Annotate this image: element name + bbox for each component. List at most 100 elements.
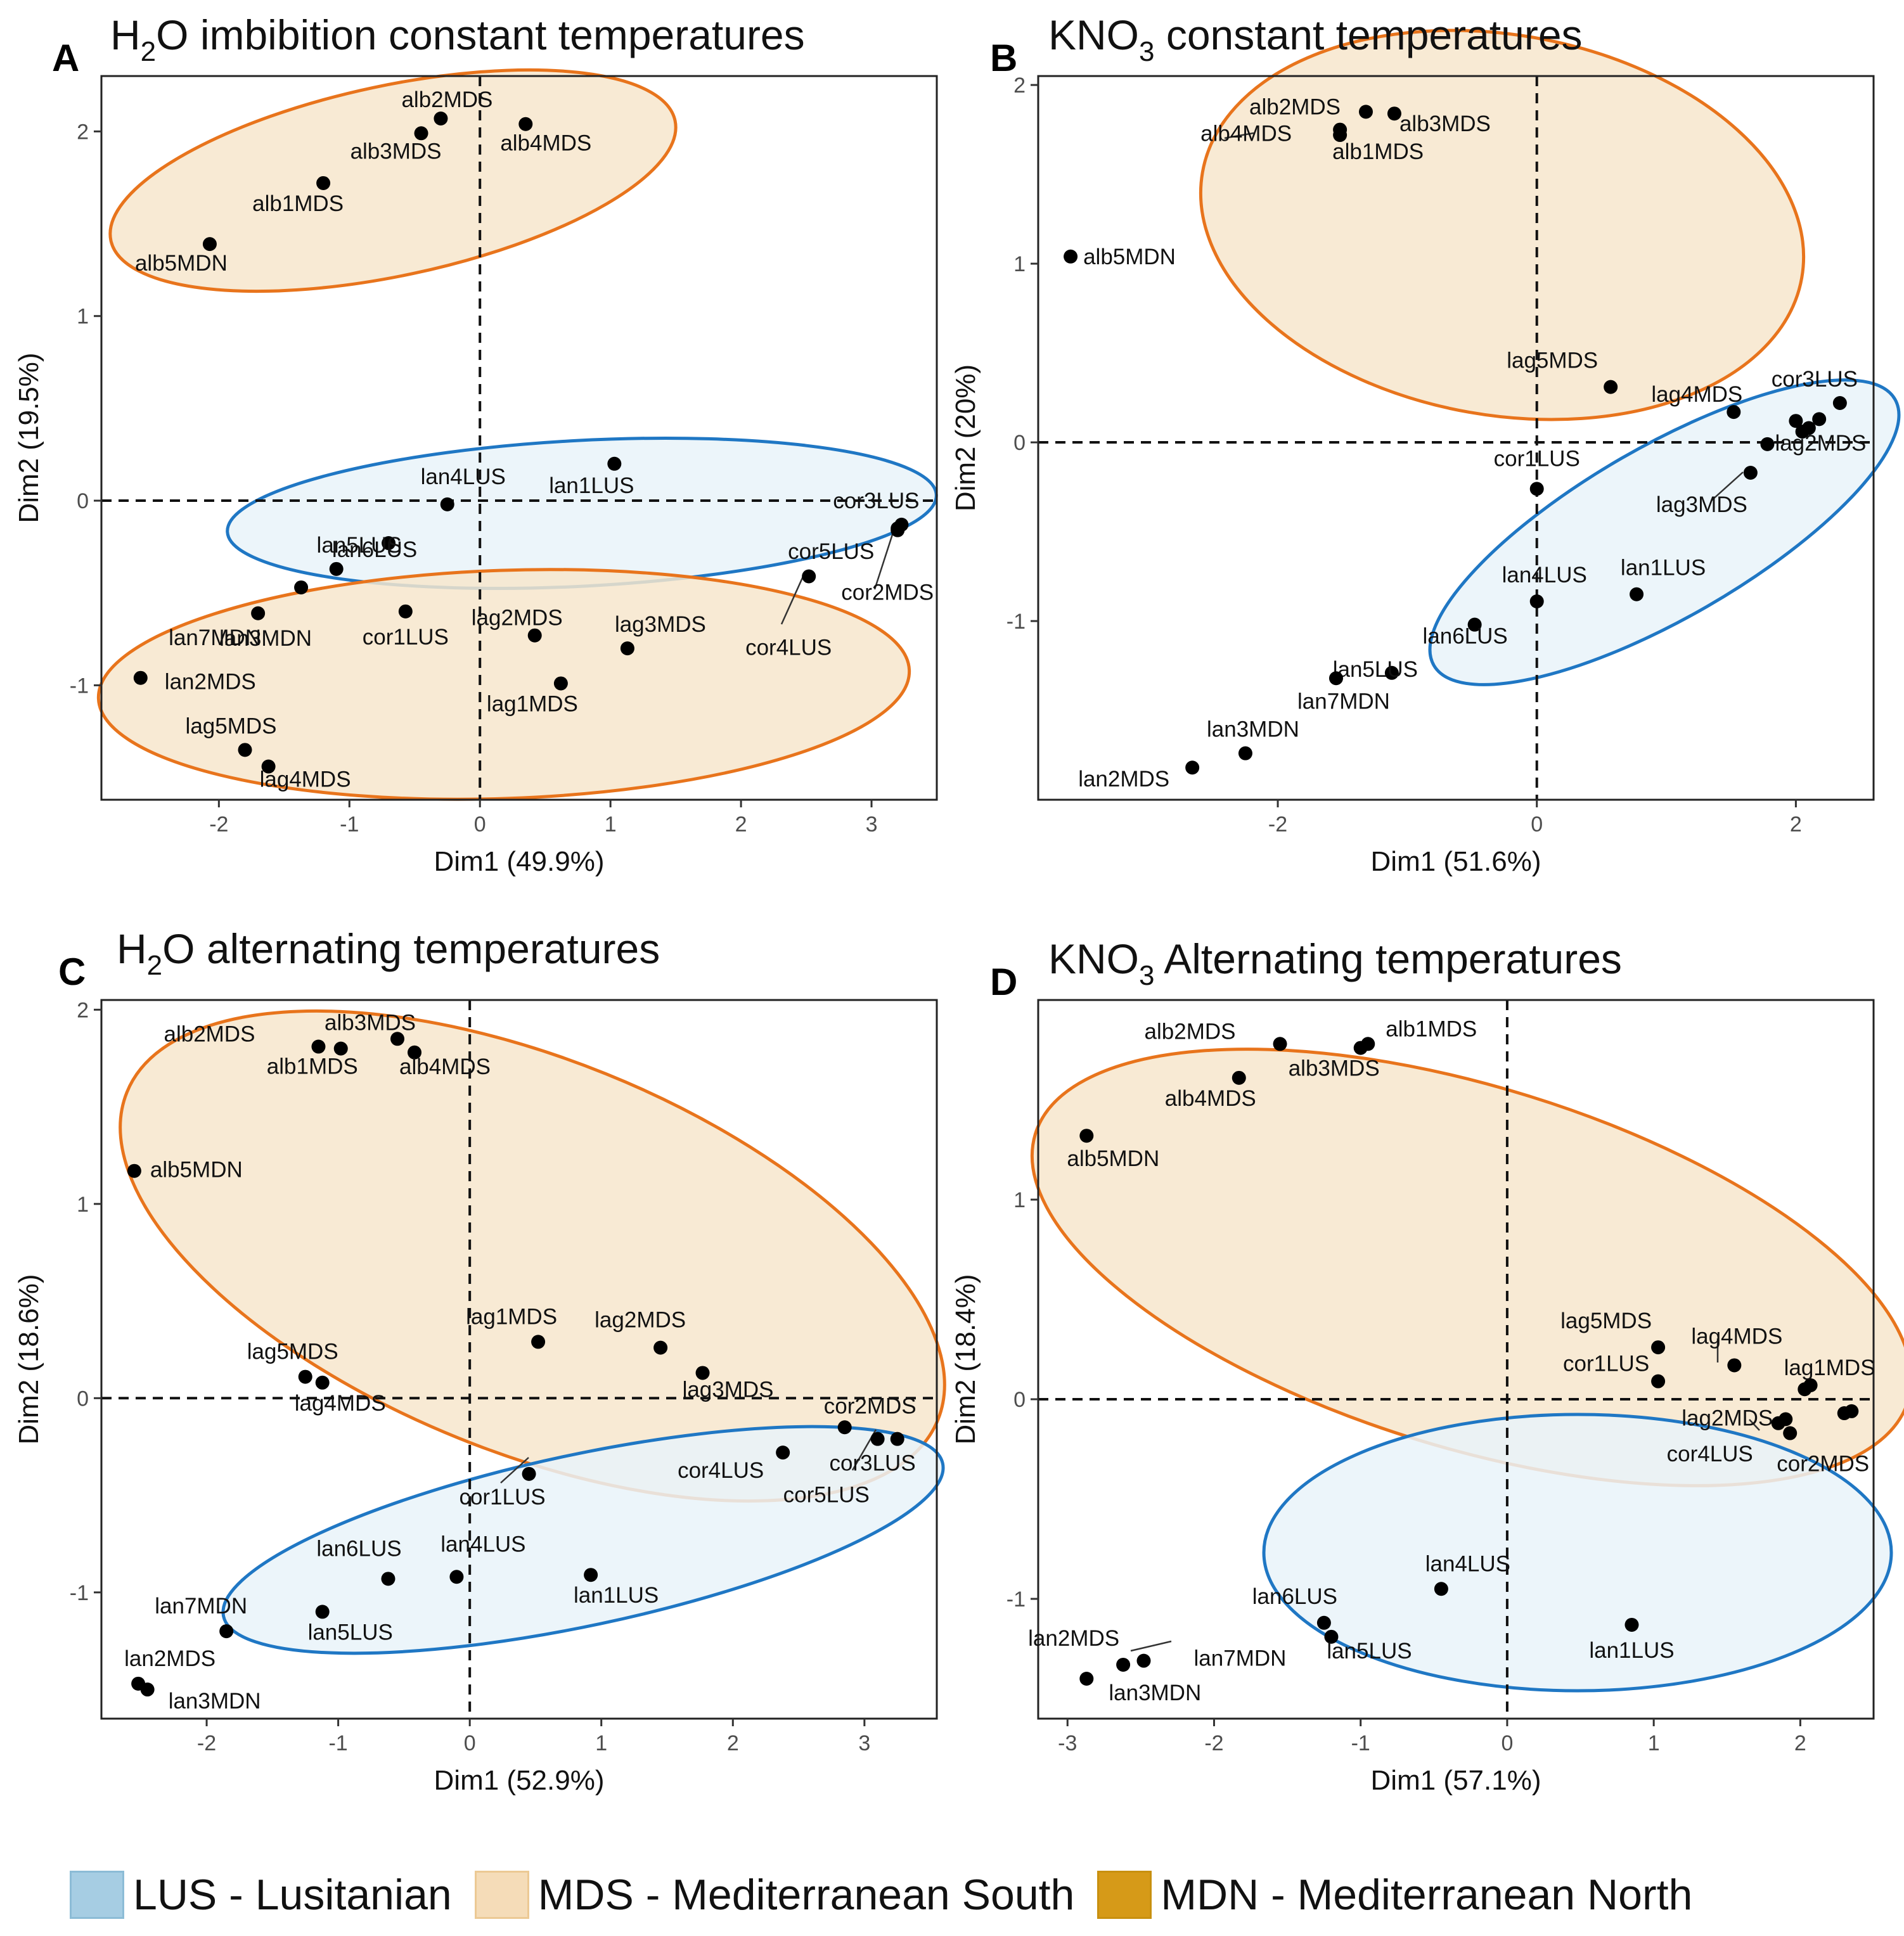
point-cor3LUS	[870, 1432, 885, 1446]
legend-item-lus: LUS - Lusitanian	[70, 1870, 452, 1920]
point-label-lag3MDS: lag3MDS	[1656, 492, 1747, 517]
point-lan2MDS	[1116, 1657, 1131, 1672]
panel-letter: B	[990, 37, 1017, 79]
point-cor5LUS	[890, 1432, 904, 1446]
x-tick-label: 0	[464, 1731, 476, 1755]
legend-swatch-mdn	[1097, 1871, 1152, 1919]
point-label-alb3MDS: alb3MDS	[325, 1010, 416, 1035]
confidence-ellipse-mds	[96, 568, 911, 801]
point-label-lag1MDS: lag1MDS	[487, 691, 578, 716]
point-label-alb5MDN: alb5MDN	[1083, 245, 1176, 269]
point-label-cor3LUS: cor3LUS	[830, 1451, 916, 1476]
x-tick-label: 3	[866, 812, 878, 837]
point-cor4LUS	[776, 1446, 790, 1460]
point-label-lan2MDS: lan2MDS	[124, 1646, 215, 1671]
point-lan6LUS	[1467, 617, 1482, 632]
point-cor5LUS	[1812, 412, 1827, 426]
point-alb3MDS	[1353, 1041, 1368, 1055]
y-axis-label: Dim2 (18.6%)	[13, 1274, 44, 1445]
point-lag3MDS	[620, 641, 634, 656]
point-lag3MDS	[1743, 465, 1758, 480]
x-tick-label: -2	[197, 1731, 216, 1755]
confidence-ellipse-lus	[221, 1425, 945, 1655]
point-lan3MDN	[140, 1683, 155, 1697]
point-label-lan7MDN: lan7MDN	[1297, 689, 1390, 714]
point-cor3LUS	[1798, 1382, 1812, 1397]
x-axis-label: Dim1 (52.9%)	[434, 1765, 605, 1796]
point-label-cor3LUS: cor3LUS	[1772, 367, 1858, 392]
point-label-alb5MDN: alb5MDN	[135, 251, 228, 276]
point-label-alb1MDS: alb1MDS	[267, 1055, 358, 1079]
y-axis-label: Dim2 (19.5%)	[13, 353, 44, 523]
point-label-alb4MDS: alb4MDS	[1200, 122, 1292, 146]
point-alb2MDS	[434, 112, 448, 126]
y-tick-label: 0	[1013, 431, 1026, 455]
plot-frame	[1037, 999, 1875, 1720]
legend-label-mds: MDS - Mediterranean South	[537, 1871, 1075, 1919]
point-lag2MDS	[653, 1340, 668, 1355]
point-alb3MDS	[414, 126, 428, 141]
point-label-cor1LUS: cor1LUS	[1494, 446, 1580, 471]
point-lag3MDS	[695, 1366, 710, 1380]
point-cor1LUS	[1651, 1374, 1666, 1388]
point-label-lag3MDS: lag3MDS	[683, 1377, 774, 1402]
point-label-lan1LUS: lan1LUS	[1589, 1638, 1674, 1663]
point-label-lag2MDS: lag2MDS	[1682, 1406, 1773, 1431]
y-tick-label: 2	[77, 998, 89, 1022]
point-label-alb3MDS: alb3MDS	[1289, 1056, 1380, 1081]
point-label-cor2MDS: cor2MDS	[824, 1394, 917, 1418]
point-lag5MDS	[238, 743, 252, 757]
point-lan1LUS	[584, 1568, 598, 1582]
y-axis-label: Dim2 (20%)	[950, 364, 981, 511]
point-lan7MDN	[219, 1624, 234, 1639]
legend-item-mds: MDS - Mediterranean South	[474, 1870, 1075, 1920]
point-label-alb1MDS: alb1MDS	[252, 191, 344, 216]
y-tick-label: -1	[1007, 610, 1026, 634]
x-tick-label: 2	[735, 812, 747, 837]
point-lan3MDN	[1079, 1672, 1094, 1686]
point-label-lan1LUS: lan1LUS	[1621, 556, 1706, 580]
point-label-cor1LUS: cor1LUS	[459, 1485, 545, 1510]
point-label-lan3MDN: lan3MDN	[1207, 717, 1299, 742]
point-lan2MDS	[1185, 760, 1200, 775]
point-label-cor5LUS: cor5LUS	[788, 539, 874, 564]
x-tick-label: 0	[474, 812, 486, 837]
confidence-ellipse-mds	[1199, 29, 1806, 421]
point-alb2MDS	[311, 1039, 326, 1054]
point-label-cor2MDS: cor2MDS	[1777, 1452, 1869, 1477]
point-label-cor4LUS: cor4LUS	[745, 635, 832, 660]
x-tick-label: -3	[1058, 1731, 1077, 1755]
y-tick-label: 0	[1013, 1388, 1026, 1412]
point-lan4LUS	[1529, 594, 1544, 609]
point-label-lan2MDS: lan2MDS	[1028, 1626, 1119, 1651]
point-cor4LUS	[1771, 1416, 1785, 1430]
point-lan6LUS	[381, 1572, 396, 1586]
point-label-lag4MDS: lag4MDS	[1691, 1324, 1782, 1349]
point-cor3LUS	[1832, 396, 1847, 411]
point-label-alb2MDS: alb2MDS	[164, 1022, 255, 1047]
point-label-alb2MDS: alb2MDS	[1249, 94, 1341, 119]
point-label-lan6LUS: lan6LUS	[1252, 1584, 1337, 1609]
point-alb1MDS	[1333, 128, 1348, 143]
y-tick-label: 1	[1013, 252, 1026, 276]
point-lag4MDS	[261, 759, 276, 774]
point-lan1LUS	[607, 456, 622, 471]
label-leader-line	[873, 524, 897, 590]
point-label-lag5MDS: lag5MDS	[247, 1340, 338, 1364]
point-lan6LUS	[1316, 1615, 1331, 1630]
point-label-cor4LUS: cor4LUS	[1667, 1442, 1753, 1466]
point-lan3MDN	[294, 580, 309, 594]
point-cor2MDS	[1789, 414, 1803, 428]
label-leader-line	[780, 572, 806, 625]
point-label-alb2MDS: alb2MDS	[401, 87, 492, 112]
point-label-alb1MDS: alb1MDS	[1332, 139, 1424, 164]
x-tick-label: 0	[1501, 1731, 1513, 1755]
point-alb1MDS	[333, 1041, 348, 1056]
point-alb4MDS	[407, 1045, 421, 1060]
point-label-lan7MDN: lan7MDN	[1194, 1646, 1287, 1671]
point-alb3MDS	[1387, 106, 1401, 121]
point-cor2MDS	[1783, 1426, 1798, 1440]
y-tick-label: 2	[1013, 74, 1026, 98]
confidence-ellipse-mds	[108, 68, 678, 293]
point-cor1LUS	[1529, 482, 1544, 496]
